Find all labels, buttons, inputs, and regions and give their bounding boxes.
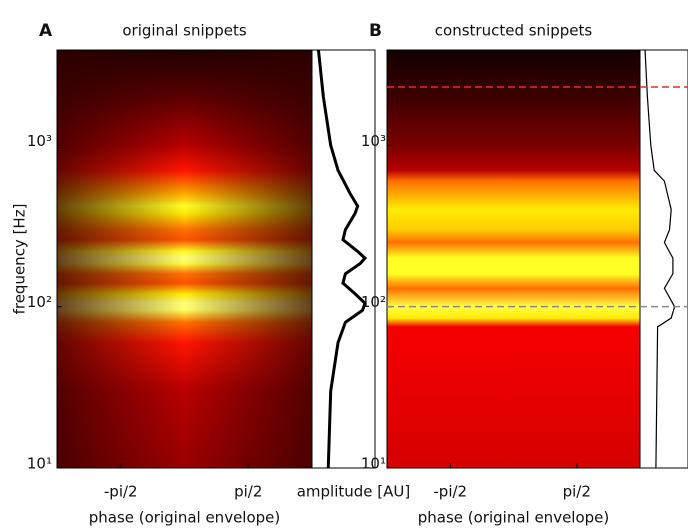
heatmap-frame (386, 49, 641, 469)
panel-label: B (369, 21, 382, 41)
y-tick-label: 10³ (361, 132, 386, 150)
x-axis-label: phase (original envelope) (418, 509, 610, 527)
heatmap-frame (56, 49, 313, 469)
x-tick-label: -pi/2 (433, 483, 467, 501)
profile-label: amplitude [AU] (297, 483, 411, 501)
y-tick-label: 10² (27, 293, 52, 311)
y-tick-label: 10¹ (27, 455, 52, 473)
y-tick-label: 10³ (27, 132, 52, 150)
panel-title: constructed snippets (435, 22, 593, 40)
phase-shading (57, 50, 312, 468)
profile-frame (639, 49, 688, 469)
x-tick-label: pi/2 (234, 483, 262, 501)
x-tick-label: pi/2 (563, 483, 591, 501)
x-axis-label: phase (original envelope) (89, 509, 281, 527)
y-tick-label: 10¹ (361, 455, 386, 473)
y-axis-label: frequency [Hz] (11, 204, 29, 315)
amplitude-profile (316, 49, 368, 469)
amplitude-profile (644, 49, 676, 469)
heatmap (387, 50, 640, 468)
y-tick-label: 10² (361, 293, 386, 311)
x-tick-label: -pi/2 (104, 483, 138, 501)
panel-label: A (39, 21, 53, 41)
panel-title: original snippets (122, 22, 246, 40)
